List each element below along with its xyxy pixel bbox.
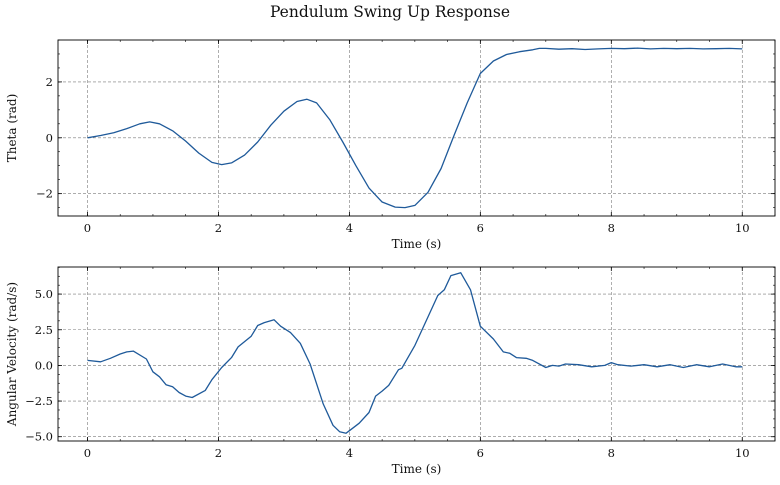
x-tick-label: 10 xyxy=(735,446,750,460)
y-axis-label: Theta (rad) xyxy=(5,94,19,163)
x-tick-label: 6 xyxy=(477,446,484,460)
x-axis-label: Time (s) xyxy=(392,462,442,476)
axes-frame xyxy=(57,39,776,217)
x-tick-label: 10 xyxy=(735,221,750,235)
series-line-1 xyxy=(87,47,743,209)
x-axis-label: Time (s) xyxy=(392,237,442,251)
y-tick-label: 2 xyxy=(46,75,53,89)
x-tick-label: 0 xyxy=(84,446,91,460)
y-axis-label: Angular Velocity (rad/s) xyxy=(5,282,19,427)
y-tick-label: 5.0 xyxy=(35,287,53,301)
x-tick-label: 6 xyxy=(477,221,484,235)
y-tick-label: 0 xyxy=(46,131,53,145)
x-tick-label: 4 xyxy=(346,221,353,235)
subplot-1: 0 2 4 6 8 10 −2 0 2 Time (s) Theta (rad) xyxy=(5,39,776,251)
axes-frame xyxy=(57,266,776,442)
x-tick-label: 2 xyxy=(215,221,222,235)
x-tick-label: 0 xyxy=(84,221,91,235)
series-line-1 xyxy=(87,272,743,434)
x-tick-label: 4 xyxy=(346,446,353,460)
figure-title: Pendulum Swing Up Response xyxy=(269,3,511,21)
y-tick-label: −2 xyxy=(36,187,53,201)
y-tick-label: −2.5 xyxy=(25,394,53,408)
y-tick-label: 2.5 xyxy=(35,323,53,337)
subplot-2: 0 2 4 6 8 10 −5.0 −2.5 0.0 2.5 5.0 Time (s) Angular … xyxy=(5,266,776,476)
x-tick-label: 8 xyxy=(608,446,615,460)
x-tick-label: 8 xyxy=(608,221,615,235)
x-tick-label: 2 xyxy=(215,446,222,460)
y-tick-label: −5.0 xyxy=(25,430,53,444)
y-tick-label: 0.0 xyxy=(35,358,53,372)
